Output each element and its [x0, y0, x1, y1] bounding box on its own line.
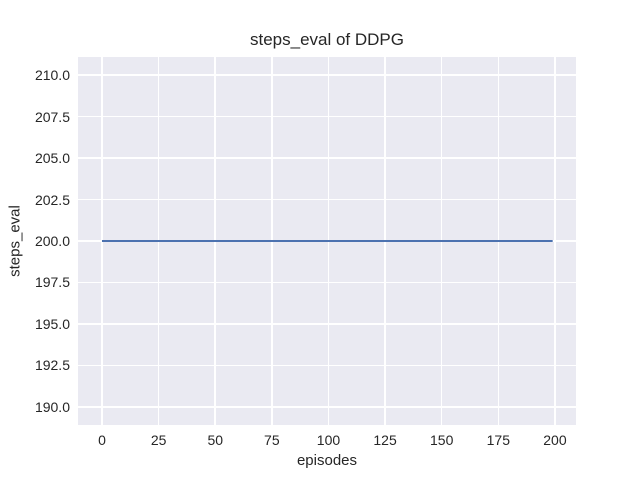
plot-area: [78, 57, 576, 425]
x-tick-label: 50: [207, 432, 224, 448]
x-tick-label: 150: [430, 432, 454, 448]
grid-line-horizontal: [78, 406, 576, 408]
x-tick-label: 75: [264, 432, 280, 448]
y-tick-label: 190.0: [34, 398, 70, 415]
x-tick-label: 25: [150, 432, 167, 448]
y-axis-label: steps_eval: [6, 205, 24, 277]
y-tick-label: 205.0: [34, 150, 70, 167]
series-layer: [102, 240, 553, 242]
grid-line-horizontal: [78, 74, 576, 76]
chart-title: steps_eval of DDPG: [249, 30, 404, 49]
x-tick-label: 0: [98, 432, 106, 448]
y-tick-label: 210.0: [34, 67, 70, 84]
y-tick-label: 195.0: [34, 315, 70, 332]
x-tick-label: 175: [486, 432, 510, 448]
grid-line-horizontal: [78, 281, 576, 284]
y-tick-label: 202.5: [34, 191, 70, 208]
x-tick-label: 125: [373, 432, 397, 448]
x-axis-label: episodes: [296, 452, 358, 469]
grid-line-horizontal: [78, 157, 576, 159]
grid-line-horizontal: [78, 198, 576, 201]
y-tick-label: 197.5: [34, 274, 70, 291]
x-tick-label: 200: [543, 432, 567, 448]
y-tick-label: 200.0: [34, 233, 70, 249]
x-tick-label: 100: [316, 432, 341, 448]
grid-line-horizontal: [78, 364, 576, 367]
y-tick-label: 192.5: [34, 357, 70, 374]
y-tick-label: 207.5: [34, 108, 70, 125]
grid-line-horizontal: [78, 323, 576, 325]
grid-line-horizontal: [78, 115, 576, 118]
